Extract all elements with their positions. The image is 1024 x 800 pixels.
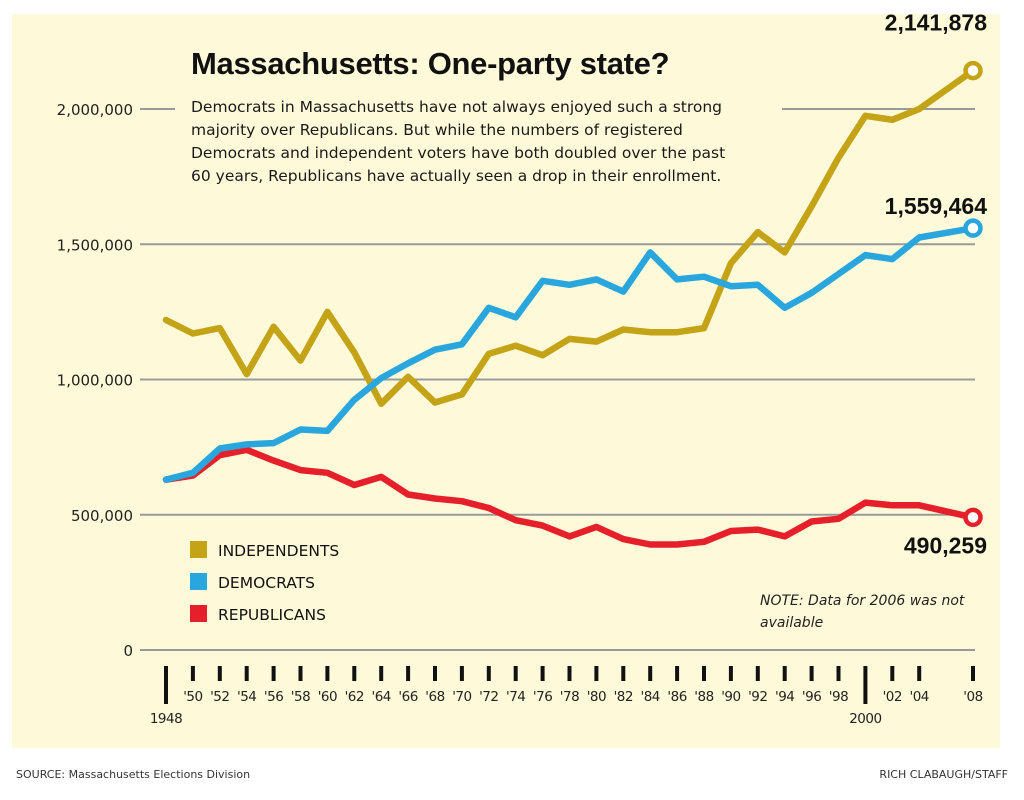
x-tick-label: '86 (667, 689, 686, 705)
x-tick-label: '50 (183, 689, 202, 705)
x-tick-label: '04 (910, 689, 929, 705)
x-tick-label: '66 (398, 689, 417, 705)
x-tick-label: '58 (291, 689, 310, 705)
x-tick-label: '88 (694, 689, 713, 705)
legend-label-democrats: DEMOCRATS (218, 574, 315, 592)
x-tick-label: '78 (560, 689, 579, 705)
x-tick-label: '54 (237, 689, 256, 705)
x-tick-label: '62 (345, 689, 364, 705)
x-tick-label: '72 (479, 689, 498, 705)
x-tick-label: '84 (641, 689, 660, 705)
x-tick-label: '92 (748, 689, 767, 705)
legend-swatch-democrats (190, 573, 207, 590)
series-line-republicans (162, 446, 977, 548)
x-axis-ticks: 1948'50 '52 '54 '56 '58 '60 '62 '64 '66 '68 '70 '72… (150, 666, 983, 727)
end-marker-democrats (963, 218, 983, 238)
x-tick-label: '60 (318, 689, 337, 705)
x-tick-label: '64 (372, 689, 391, 705)
end-value-label: 490,259 (904, 532, 987, 558)
legend-label-republicans: REPUBLICANS (218, 606, 326, 624)
y-tick-label: 1,000,000 (57, 372, 133, 390)
legend: INDEPENDENTS DEMOCRATS REPUBLICANS (190, 541, 339, 624)
end-marker-independents (963, 60, 983, 81)
end-value-label: 1,559,464 (885, 193, 988, 219)
y-tick-label: 2,000,000 (57, 101, 133, 119)
chart-panel (12, 14, 1000, 748)
end-value-label: 2,141,878 (885, 10, 988, 36)
x-tick-label: '02 (883, 689, 902, 705)
end-markers: 2,141,878 1,559,464 490,259 (885, 10, 988, 559)
y-tick-label: 1,500,000 (57, 236, 133, 254)
gridlines (140, 108, 975, 651)
x-tick-label: 2000 (849, 711, 881, 727)
artist-credit: RICH CLABAUGH/STAFF (879, 768, 1008, 781)
x-tick-label: '80 (587, 689, 606, 705)
source-credit: SOURCE: Massachusetts Elections Division (16, 768, 251, 781)
series-lines (162, 67, 977, 548)
x-tick-label: '76 (533, 689, 552, 705)
chart-title: Massachusetts: One-party state? (191, 46, 670, 81)
x-tick-label: 1948 (150, 711, 182, 727)
legend-swatch-independents (190, 541, 207, 558)
y-axis-labels: 0 500,000 1,000,000 1,500,000 2,000,000 (57, 101, 133, 660)
x-tick-label: '08 (963, 689, 982, 705)
y-tick-label: 500,000 (71, 507, 133, 525)
x-tick-label: '94 (775, 689, 794, 705)
x-tick-label: '70 (452, 689, 471, 705)
x-tick-label: '56 (264, 689, 283, 705)
end-marker-republicans (963, 507, 983, 528)
x-tick-label: '52 (210, 689, 229, 705)
legend-swatch-republicans (190, 605, 207, 622)
note-annotation: NOTE: Data for 2006 was not available (760, 593, 965, 631)
x-tick-label: '82 (614, 689, 633, 705)
series-line-democrats (162, 224, 977, 483)
series-line-independents (162, 67, 977, 408)
legend-label-independents: INDEPENDENTS (218, 542, 339, 560)
y-tick-label: 0 (123, 642, 133, 660)
x-tick-label: '90 (721, 689, 740, 705)
x-tick-label: '98 (829, 689, 848, 705)
x-tick-label: '96 (802, 689, 821, 705)
x-tick-label: '68 (425, 689, 444, 705)
chart-subtitle: Democrats in Massachusetts have not alwa… (191, 98, 726, 185)
x-tick-label: '74 (506, 689, 525, 705)
